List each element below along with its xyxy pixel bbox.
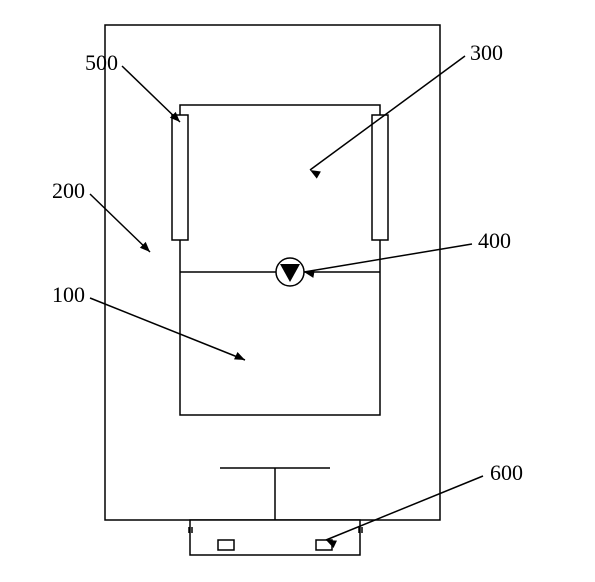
inner-chamber xyxy=(180,105,380,415)
callout-500: 500 xyxy=(85,50,180,122)
right-handle xyxy=(372,115,388,240)
label-300: 300 xyxy=(470,40,503,65)
label-200: 200 xyxy=(52,178,85,203)
label-100: 100 xyxy=(52,282,85,307)
diagram-canvas: 100 200 300 400 500 600 xyxy=(0,0,595,582)
callout-100: 100 xyxy=(52,282,245,360)
label-500: 500 xyxy=(85,50,118,75)
label-600: 600 xyxy=(490,460,523,485)
callout-300: 300 xyxy=(310,40,503,179)
left-handle xyxy=(172,115,188,240)
callout-group: 100 200 300 400 500 600 xyxy=(52,40,523,548)
callout-400: 400 xyxy=(304,228,511,278)
pump-symbol xyxy=(276,258,304,286)
label-400: 400 xyxy=(478,228,511,253)
callout-200: 200 xyxy=(52,178,150,252)
